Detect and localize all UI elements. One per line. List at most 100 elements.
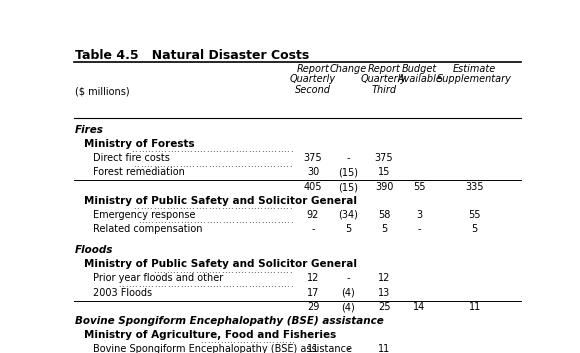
Text: .: .: [213, 336, 216, 345]
Text: .: .: [201, 160, 204, 169]
Text: .: .: [210, 336, 213, 345]
Text: -: -: [311, 224, 315, 234]
Text: .: .: [162, 266, 165, 275]
Text: .: .: [166, 266, 168, 275]
Text: .: .: [249, 336, 251, 345]
Text: .: .: [273, 202, 275, 211]
Text: .: .: [287, 280, 289, 289]
Text: .: .: [269, 160, 272, 169]
Text: .: .: [151, 145, 153, 155]
Text: .: .: [260, 280, 263, 289]
Text: .: .: [270, 145, 273, 155]
Text: .: .: [287, 145, 289, 155]
Text: .: .: [267, 145, 270, 155]
Text: .: .: [160, 202, 162, 211]
Text: .: .: [241, 280, 244, 289]
Text: ($ millions): ($ millions): [75, 87, 129, 97]
Text: .: .: [282, 160, 285, 169]
Text: .: .: [259, 336, 261, 345]
Text: .: .: [133, 160, 136, 169]
Text: .: .: [240, 202, 243, 211]
Text: .: .: [274, 280, 276, 289]
Text: .: .: [289, 160, 291, 169]
Text: .: .: [267, 280, 270, 289]
Text: .: .: [264, 280, 267, 289]
Text: .: .: [225, 216, 228, 225]
Text: .: .: [238, 145, 241, 155]
Text: .: .: [164, 280, 166, 289]
Text: .: .: [265, 336, 267, 345]
Text: .: .: [244, 202, 246, 211]
Text: 11: 11: [469, 302, 481, 312]
Text: .: .: [277, 280, 280, 289]
Text: Bovine Spongiform Encephalopathy (BSE) assistance: Bovine Spongiform Encephalopathy (BSE) a…: [75, 316, 383, 326]
Text: .: .: [144, 280, 147, 289]
Text: .: .: [251, 216, 253, 225]
Text: 335: 335: [466, 182, 484, 192]
Text: .: .: [263, 266, 266, 275]
Text: .: .: [230, 202, 233, 211]
Text: .: .: [227, 266, 230, 275]
Text: .: .: [290, 145, 292, 155]
Text: .: .: [179, 160, 182, 169]
Text: Report: Report: [368, 64, 400, 74]
Text: -: -: [418, 224, 421, 234]
Text: .: .: [199, 280, 202, 289]
Text: .: .: [118, 280, 121, 289]
Text: .: .: [128, 280, 130, 289]
Text: 11: 11: [378, 344, 390, 353]
Text: 5: 5: [345, 224, 351, 234]
Text: Report: Report: [296, 64, 329, 74]
Text: .: .: [221, 160, 223, 169]
Text: .: .: [153, 202, 155, 211]
Text: .: .: [146, 160, 149, 169]
Text: Fires: Fires: [75, 125, 104, 135]
Text: .: .: [137, 280, 140, 289]
Text: .: .: [218, 160, 220, 169]
Text: .: .: [266, 160, 269, 169]
Text: .: .: [289, 266, 291, 275]
Text: .: .: [218, 202, 220, 211]
Text: .: .: [147, 280, 150, 289]
Text: .: .: [242, 336, 245, 345]
Text: .: .: [162, 202, 165, 211]
Text: .: .: [218, 266, 220, 275]
Text: 30: 30: [307, 167, 319, 178]
Text: -: -: [346, 274, 350, 283]
Text: .: .: [234, 202, 236, 211]
Text: .: .: [275, 336, 277, 345]
Text: .: .: [269, 202, 272, 211]
Text: .: .: [205, 160, 207, 169]
Text: .: .: [188, 266, 191, 275]
Text: .: .: [256, 351, 259, 353]
Text: .: .: [246, 202, 249, 211]
Text: .: .: [170, 280, 173, 289]
Text: .: .: [268, 336, 271, 345]
Text: .: .: [176, 145, 179, 155]
Text: .: .: [169, 202, 172, 211]
Text: .: .: [188, 202, 191, 211]
Text: .: .: [256, 202, 259, 211]
Text: .: .: [157, 145, 160, 155]
Text: .: .: [215, 216, 218, 225]
Text: .: .: [186, 216, 189, 225]
Text: Forest remediation: Forest remediation: [93, 167, 184, 178]
Text: .: .: [202, 280, 205, 289]
Text: 375: 375: [375, 153, 393, 163]
Text: .: .: [269, 351, 272, 353]
Text: .: .: [253, 351, 256, 353]
Text: .: .: [191, 266, 194, 275]
Text: .: .: [234, 266, 236, 275]
Text: .: .: [283, 280, 286, 289]
Text: .: .: [260, 202, 262, 211]
Text: .: .: [141, 280, 143, 289]
Text: .: .: [241, 145, 244, 155]
Text: .: .: [205, 202, 207, 211]
Text: .: .: [175, 160, 178, 169]
Text: .: .: [183, 145, 186, 155]
Text: .: .: [288, 336, 290, 345]
Text: .: .: [182, 160, 184, 169]
Text: 3: 3: [416, 210, 423, 220]
Text: .: .: [274, 145, 276, 155]
Text: .: .: [160, 216, 163, 225]
